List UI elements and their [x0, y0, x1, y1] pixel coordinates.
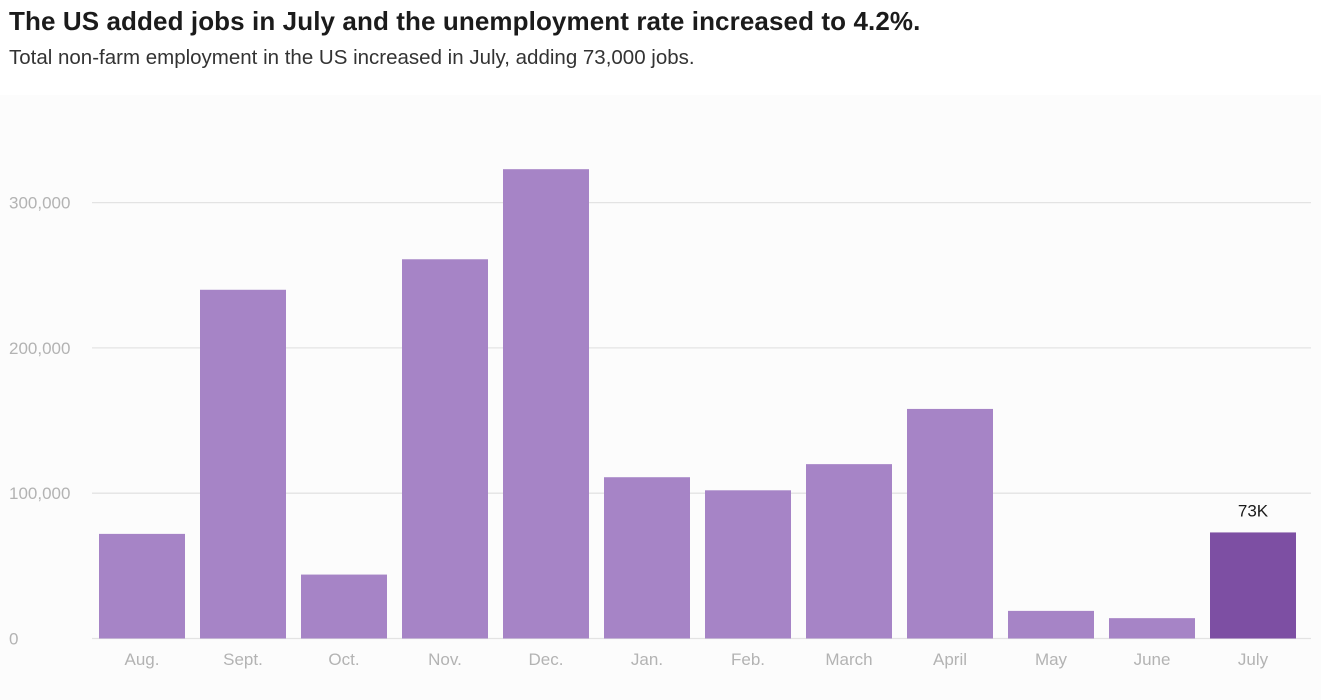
bar — [604, 477, 690, 639]
x-tick-label: Nov. — [428, 650, 462, 669]
y-tick-label: 0 — [9, 630, 18, 649]
y-tick-label: 200,000 — [9, 339, 70, 358]
bars — [99, 169, 1296, 639]
chart-subtitle: Total non-farm employment in the US incr… — [9, 46, 695, 69]
x-tick-label: Aug. — [125, 650, 160, 669]
x-tick-label: Sept. — [223, 650, 263, 669]
data-labels: 73K — [1238, 501, 1269, 520]
bar — [99, 533, 185, 639]
x-tick-label: Feb. — [731, 650, 765, 669]
x-tick-label: Dec. — [529, 650, 564, 669]
x-tick-label: Oct. — [328, 650, 359, 669]
x-axis-category-labels: Aug. Sept. Oct. Nov. Dec. Jan. Feb. March April M… — [125, 650, 1269, 669]
x-tick-label: Jan. — [631, 650, 663, 669]
data-label: 73K — [1238, 501, 1269, 520]
bar — [705, 490, 791, 639]
y-tick-label: 300,000 — [9, 194, 70, 213]
gridlines — [92, 201, 1311, 640]
bar — [1008, 610, 1094, 639]
x-tick-label: July — [1238, 650, 1269, 669]
y-tick-label: 100,000 — [9, 484, 70, 503]
x-tick-label: March — [825, 650, 872, 669]
bar — [1109, 618, 1195, 639]
bar — [806, 464, 892, 639]
x-tick-label: April — [933, 650, 967, 669]
x-tick-label: May — [1035, 650, 1068, 669]
bar — [503, 169, 589, 639]
bar — [1210, 532, 1296, 639]
chart-title: The US added jobs in July and the unempl… — [9, 6, 921, 36]
bar — [907, 408, 993, 639]
x-tick-label: June — [1134, 650, 1171, 669]
bar — [200, 289, 286, 639]
y-axis-tick-labels: 0 100,000 200,000 300,000 — [9, 194, 70, 649]
bar — [301, 574, 387, 639]
bar — [402, 259, 488, 639]
